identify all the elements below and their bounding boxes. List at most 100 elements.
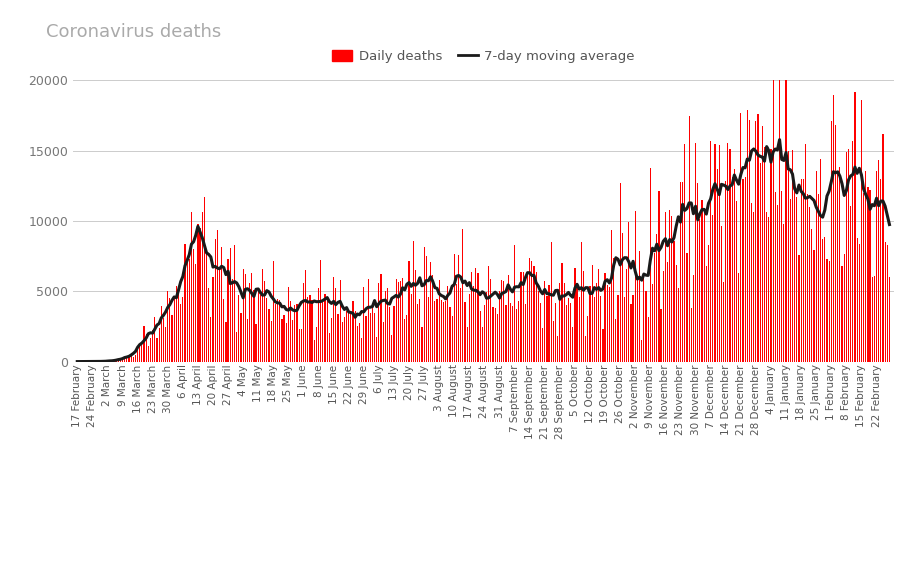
Bar (503, 281, 504, 362)
Bar (615, 319, 616, 362)
Bar (558, 283, 560, 362)
Bar (160, 306, 162, 362)
Bar (731, 177, 732, 362)
Bar (190, 212, 192, 362)
Bar (623, 297, 624, 362)
Bar (530, 261, 532, 362)
Bar (784, 77, 786, 362)
Bar (778, 76, 779, 362)
Bar (752, 212, 753, 362)
Bar (757, 114, 758, 362)
Bar (554, 303, 556, 362)
Bar (817, 193, 818, 362)
Bar (610, 230, 611, 362)
Bar (309, 295, 310, 362)
Bar (574, 268, 575, 362)
Bar (313, 340, 314, 362)
Bar (677, 288, 678, 362)
Bar (683, 144, 685, 362)
Bar (146, 334, 147, 362)
Bar (419, 299, 420, 362)
Bar (672, 241, 674, 362)
Bar (694, 143, 695, 362)
Bar (361, 338, 362, 362)
Bar (834, 125, 835, 362)
Bar (137, 349, 138, 362)
Bar (843, 254, 844, 362)
Bar (443, 302, 444, 362)
Bar (384, 291, 385, 362)
Bar (193, 249, 194, 362)
Bar (139, 346, 140, 362)
Bar (135, 355, 136, 362)
Bar (274, 304, 276, 362)
Bar (156, 338, 158, 362)
Bar (367, 279, 368, 362)
Bar (236, 332, 237, 362)
Bar (688, 117, 689, 362)
Bar (124, 358, 125, 362)
Bar (722, 282, 723, 362)
Bar (169, 298, 170, 362)
Bar (565, 305, 567, 362)
Bar (533, 266, 534, 362)
Bar (522, 272, 523, 362)
Bar (645, 290, 646, 362)
Bar (735, 200, 736, 362)
Legend: Daily deaths, 7-day moving average: Daily deaths, 7-day moving average (326, 45, 640, 68)
Bar (184, 245, 185, 362)
Bar (632, 296, 633, 362)
Bar (212, 277, 213, 362)
Bar (363, 288, 364, 362)
Bar (176, 286, 177, 362)
Bar (625, 269, 627, 362)
Bar (476, 273, 478, 362)
Bar (386, 289, 388, 362)
Bar (888, 277, 889, 362)
Bar (126, 358, 128, 362)
Bar (201, 211, 202, 362)
Bar (509, 302, 510, 362)
Bar (811, 229, 812, 362)
Bar (359, 323, 360, 362)
Bar (466, 327, 467, 362)
Bar (505, 305, 506, 362)
Bar (514, 245, 515, 362)
Bar (737, 273, 739, 362)
Bar (557, 336, 558, 362)
Bar (214, 239, 216, 362)
Bar (429, 262, 431, 362)
Bar (669, 210, 670, 362)
Bar (182, 297, 183, 362)
Bar (879, 179, 880, 362)
Bar (208, 288, 209, 362)
Bar (405, 315, 407, 362)
Bar (253, 290, 254, 362)
Bar (854, 91, 855, 362)
Bar (598, 269, 599, 362)
Bar (322, 302, 323, 362)
Bar (656, 234, 657, 362)
Bar (507, 275, 508, 362)
Bar (481, 327, 482, 362)
Bar (528, 258, 529, 362)
Bar (408, 261, 409, 362)
Bar (421, 327, 422, 362)
Bar (660, 309, 661, 362)
Bar (511, 306, 513, 362)
Bar (154, 317, 155, 362)
Bar (283, 315, 284, 362)
Bar (272, 261, 273, 362)
Bar (178, 288, 179, 362)
Bar (234, 245, 235, 362)
Bar (664, 212, 665, 362)
Bar (860, 100, 861, 362)
Bar (402, 278, 403, 362)
Bar (298, 329, 300, 362)
Bar (453, 254, 455, 362)
Bar (649, 168, 650, 362)
Bar (320, 259, 321, 362)
Bar (244, 274, 246, 362)
Bar (464, 302, 466, 362)
Bar (132, 357, 134, 362)
